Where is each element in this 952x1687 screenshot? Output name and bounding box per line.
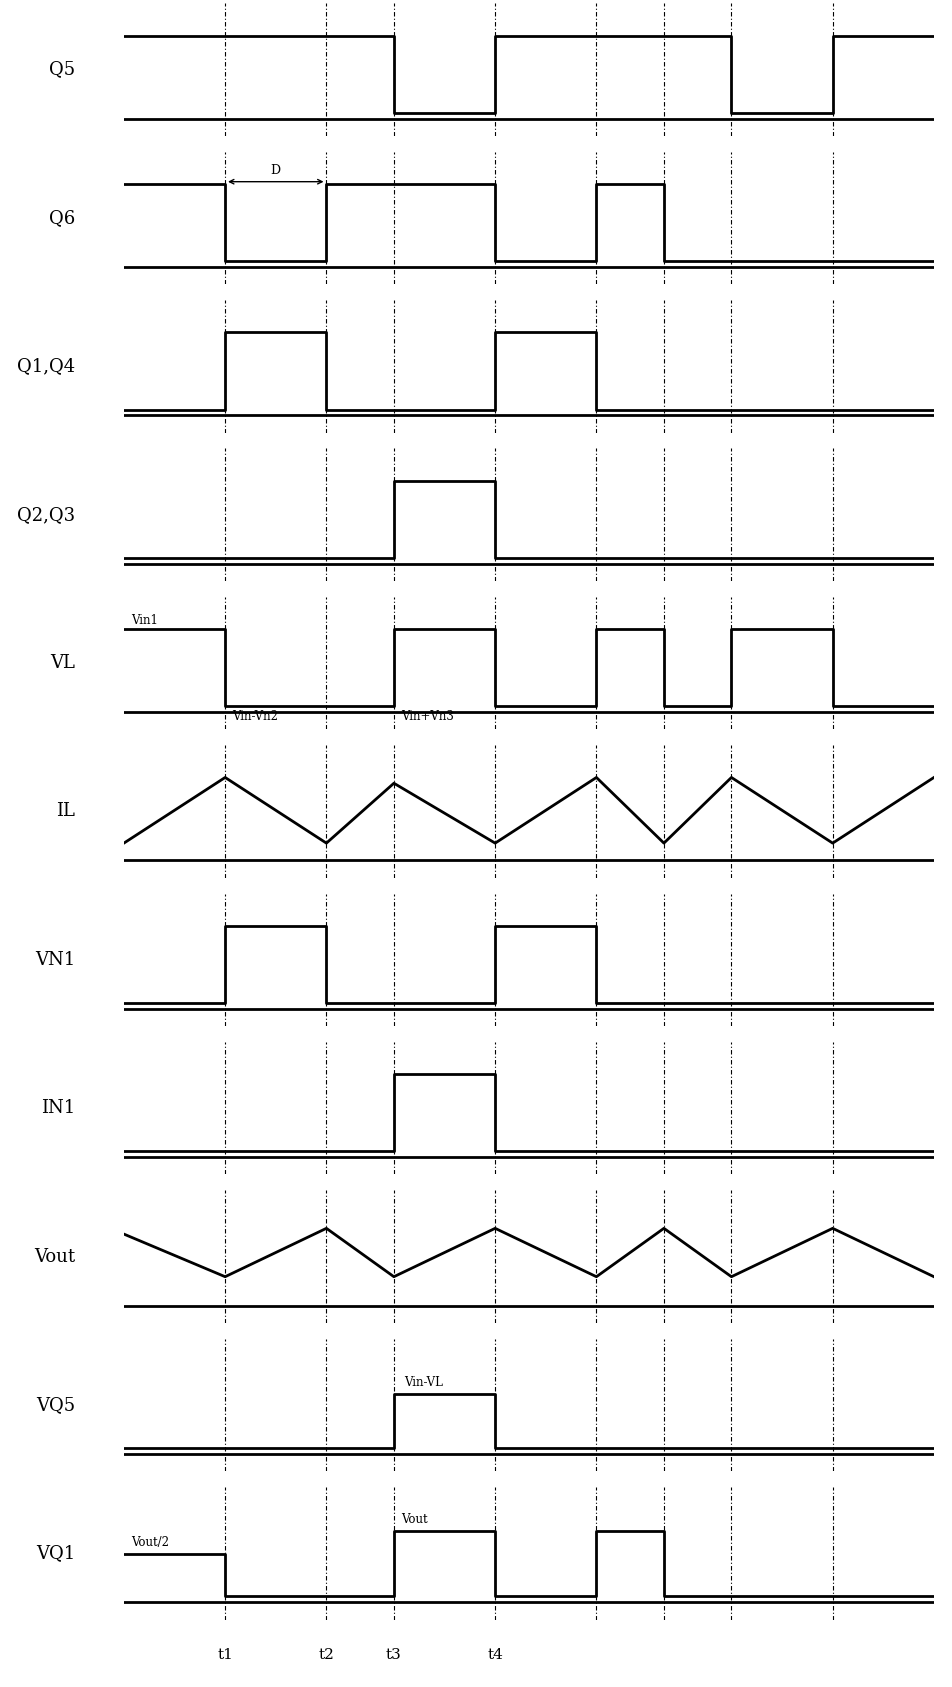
Text: Q6: Q6 <box>49 209 75 228</box>
Text: Q5: Q5 <box>50 61 75 79</box>
Text: IN1: IN1 <box>41 1100 75 1117</box>
Text: t4: t4 <box>486 1648 503 1662</box>
Text: D: D <box>270 164 281 177</box>
Text: Q2,Q3: Q2,Q3 <box>17 506 75 523</box>
Text: VL: VL <box>50 655 75 671</box>
Text: Vin1: Vin1 <box>130 614 157 628</box>
Text: VQ5: VQ5 <box>36 1395 75 1414</box>
Text: VQ1: VQ1 <box>36 1544 75 1562</box>
Text: Vin-Vn2: Vin-Vn2 <box>231 710 278 722</box>
Text: t2: t2 <box>318 1648 334 1662</box>
Text: Vin+Vn3: Vin+Vn3 <box>400 710 453 722</box>
Text: t3: t3 <box>386 1648 402 1662</box>
Text: Vout/2: Vout/2 <box>130 1537 169 1549</box>
Text: IL: IL <box>56 803 75 820</box>
Text: Vout: Vout <box>34 1248 75 1265</box>
Text: Q1,Q4: Q1,Q4 <box>17 358 75 375</box>
Text: Vout: Vout <box>400 1513 426 1527</box>
Text: VN1: VN1 <box>35 951 75 968</box>
Text: Vin-VL: Vin-VL <box>404 1377 443 1390</box>
Text: t1: t1 <box>217 1648 233 1662</box>
